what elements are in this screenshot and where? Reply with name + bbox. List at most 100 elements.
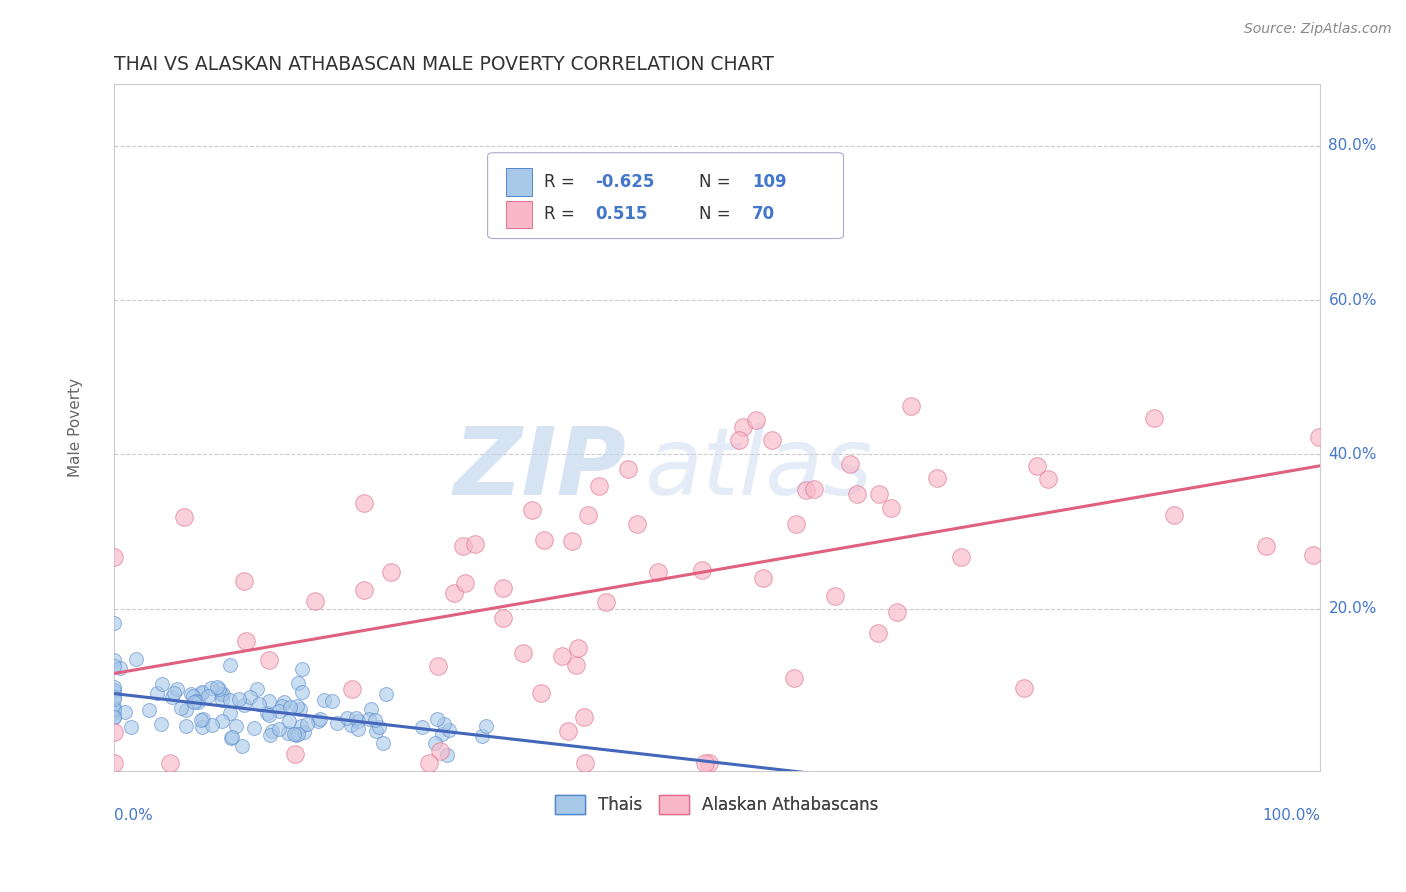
Text: R =: R =: [544, 173, 581, 191]
Point: [846, 486, 869, 500]
Point: [169, 701, 191, 715]
Point: [752, 571, 775, 585]
Point: [783, 671, 806, 685]
Point: [520, 503, 543, 517]
Point: [183, 695, 205, 709]
Point: [550, 648, 572, 663]
Point: [1302, 549, 1324, 563]
Point: [278, 714, 301, 728]
FancyBboxPatch shape: [506, 169, 533, 196]
Point: [277, 725, 299, 739]
Point: [219, 657, 242, 672]
Point: [160, 690, 183, 705]
Point: [150, 677, 173, 691]
Point: [159, 756, 181, 770]
Point: [259, 708, 281, 723]
Text: 70: 70: [752, 205, 775, 224]
Point: [533, 533, 555, 547]
Point: [103, 699, 125, 714]
Point: [1014, 681, 1036, 695]
Text: atlas: atlas: [644, 423, 873, 514]
Point: [567, 640, 589, 655]
Point: [287, 726, 309, 740]
Point: [103, 706, 125, 721]
Point: [146, 686, 169, 700]
Point: [433, 716, 456, 731]
Point: [616, 461, 638, 475]
Point: [163, 685, 186, 699]
Point: [464, 536, 486, 550]
Point: [103, 615, 125, 630]
Point: [108, 661, 131, 675]
Point: [927, 470, 949, 484]
Text: 40.0%: 40.0%: [1329, 447, 1376, 462]
Point: [572, 709, 595, 723]
Point: [1143, 411, 1166, 425]
Point: [190, 713, 212, 727]
Point: [191, 712, 214, 726]
Point: [235, 634, 257, 648]
Text: 0.0%: 0.0%: [114, 808, 152, 823]
Point: [697, 756, 720, 770]
Point: [530, 685, 553, 699]
Text: 100.0%: 100.0%: [1263, 808, 1320, 823]
Point: [180, 687, 202, 701]
Point: [239, 690, 262, 704]
Point: [451, 539, 474, 553]
Point: [191, 685, 214, 699]
Point: [824, 589, 846, 603]
Point: [201, 718, 224, 732]
Point: [120, 720, 142, 734]
Point: [243, 721, 266, 735]
Point: [103, 709, 125, 723]
Text: Male Poverty: Male Poverty: [67, 378, 83, 477]
Point: [103, 653, 125, 667]
Point: [211, 714, 233, 728]
Point: [437, 723, 460, 738]
Point: [166, 681, 188, 696]
Point: [219, 706, 242, 720]
Point: [283, 727, 305, 741]
Point: [257, 653, 280, 667]
Point: [233, 698, 256, 712]
Point: [103, 702, 125, 716]
Point: [561, 534, 583, 549]
Point: [103, 659, 125, 673]
Point: [103, 680, 125, 694]
Point: [357, 712, 380, 726]
Point: [588, 479, 610, 493]
Point: [212, 687, 235, 701]
Point: [360, 702, 382, 716]
Point: [267, 704, 290, 718]
Point: [291, 662, 314, 676]
Point: [321, 694, 343, 708]
Text: THAI VS ALASKAN ATHABASCAN MALE POVERTY CORRELATION CHART: THAI VS ALASKAN ATHABASCAN MALE POVERTY …: [114, 55, 773, 74]
Point: [411, 721, 433, 735]
Point: [443, 586, 465, 600]
Point: [868, 487, 890, 501]
Text: 20.0%: 20.0%: [1329, 601, 1376, 616]
Point: [475, 719, 498, 733]
Point: [900, 399, 922, 413]
Point: [430, 727, 453, 741]
Point: [1254, 540, 1277, 554]
Text: Source: ZipAtlas.com: Source: ZipAtlas.com: [1244, 22, 1392, 37]
Point: [209, 686, 232, 700]
Point: [103, 690, 125, 704]
Point: [374, 687, 396, 701]
Point: [728, 434, 751, 448]
Point: [269, 723, 291, 737]
Point: [205, 681, 228, 695]
Point: [211, 693, 233, 707]
Text: R =: R =: [544, 205, 581, 224]
Point: [225, 719, 247, 733]
Point: [574, 756, 596, 770]
Point: [103, 683, 125, 698]
Point: [353, 496, 375, 510]
Point: [190, 720, 212, 734]
FancyBboxPatch shape: [488, 153, 844, 238]
Point: [174, 703, 197, 717]
Point: [557, 724, 579, 739]
Point: [371, 735, 394, 749]
Text: 80.0%: 80.0%: [1329, 138, 1376, 153]
